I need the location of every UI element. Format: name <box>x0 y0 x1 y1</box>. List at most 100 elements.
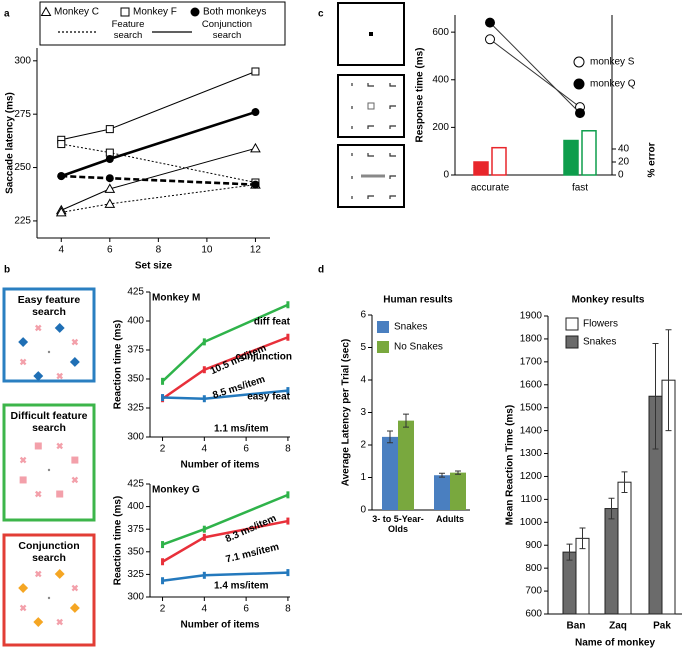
x-tick-label: Pak <box>653 621 671 632</box>
stimulus-label: Conjunction search <box>18 540 80 565</box>
chart-title: Monkey M <box>152 293 200 304</box>
point <box>251 108 260 117</box>
point <box>202 366 206 374</box>
stimulus-item <box>33 617 44 627</box>
panel-label: a <box>4 9 10 20</box>
bar <box>398 420 414 510</box>
stimulus-item <box>19 358 27 366</box>
stimulus-item <box>71 456 79 464</box>
point <box>161 558 165 566</box>
point <box>286 491 290 499</box>
bar <box>473 161 489 176</box>
stimulus-item <box>56 372 64 380</box>
x-tick-label: 8 <box>285 444 291 455</box>
y-axis-label: Reaction time (ms) <box>113 320 124 409</box>
point <box>161 377 165 385</box>
stimulus-box <box>337 144 405 208</box>
x-axis-label: Number of items <box>181 620 260 631</box>
stimulus-item <box>56 490 64 498</box>
stimulus-item <box>69 603 80 613</box>
y-tick-label: 700 <box>525 586 542 597</box>
y-tick-label: 300 <box>127 432 144 443</box>
fixation-point <box>47 596 51 600</box>
stimulus-corner <box>389 195 396 199</box>
y-tick-label: 225 <box>14 216 31 227</box>
y-tick-label: 400 <box>432 74 449 85</box>
bar <box>491 146 507 176</box>
y-tick-label: 0 <box>618 170 624 181</box>
x-tick-label: 2 <box>160 444 166 455</box>
point <box>286 333 290 341</box>
legend-marker <box>120 7 130 17</box>
y-tick-label: 1300 <box>520 448 543 459</box>
point <box>485 34 495 45</box>
stimulus-label: Difficult feature search <box>10 410 88 435</box>
stimulus-corner <box>389 175 396 179</box>
stimulus-item <box>18 583 29 593</box>
legend-label: Conjunction search <box>201 19 253 41</box>
x-tick-label: 2 <box>160 604 166 615</box>
series-line <box>61 147 256 211</box>
stimulus-corner <box>367 153 374 157</box>
error-bar <box>621 471 628 494</box>
y-tick-label: 400 <box>127 501 144 512</box>
y-tick-label: 1900 <box>520 311 543 322</box>
stimulus-item <box>34 442 42 450</box>
stimulus-item <box>367 102 375 110</box>
error-bar <box>403 413 409 428</box>
y-tick-label: 1800 <box>520 334 543 345</box>
y-tick-label: 0 <box>360 505 366 516</box>
x-tick-label: 4 <box>202 444 208 455</box>
stimulus-box <box>2 533 96 647</box>
y-tick-label: 325 <box>127 403 144 414</box>
legend-box <box>39 1 286 46</box>
y-tick-label: 1 <box>360 472 366 483</box>
y-tick-label: 20 <box>618 157 630 168</box>
error-bar <box>387 430 393 444</box>
stimulus-box <box>337 2 405 66</box>
stimulus-item <box>71 476 79 484</box>
legend-marker <box>573 56 585 68</box>
y-axis-label: Mean Reaction Time (ms) <box>505 405 516 525</box>
point <box>251 67 260 76</box>
legend-marker <box>40 6 52 16</box>
stimulus-item <box>54 569 65 579</box>
point <box>161 577 165 585</box>
series-line <box>489 38 581 108</box>
y-tick-label: 1400 <box>520 425 543 436</box>
y-tick-label: 3 <box>360 407 366 418</box>
x-tick-label: 6 <box>243 444 249 455</box>
point <box>250 142 261 153</box>
error-bar <box>439 472 445 478</box>
stimulus-box <box>2 403 96 522</box>
stimulus-item <box>71 584 79 592</box>
y-tick-label: 6 <box>360 310 366 321</box>
y-tick-label: 800 <box>525 563 542 574</box>
stimulus-corner <box>367 125 374 129</box>
point <box>105 174 114 183</box>
y-tick-label: 2 <box>360 440 366 451</box>
y-tick-label: 425 <box>127 287 144 298</box>
x-tick-label: accurate <box>471 183 510 194</box>
y-tick-label: 375 <box>127 345 144 356</box>
legend-label: Both monkeys <box>203 7 266 18</box>
x-tick-label: 12 <box>250 245 262 256</box>
slope-annotation: 7.1 ms/item <box>225 542 281 566</box>
y-tick-label: 5 <box>360 342 366 353</box>
y-tick-label: 400 <box>127 316 144 327</box>
point <box>161 394 165 402</box>
legend-marker <box>377 341 389 353</box>
x-axis-label: Number of items <box>181 460 260 471</box>
legend-marker <box>565 317 579 331</box>
error-bar <box>652 343 659 450</box>
stimulus-corner <box>367 83 374 87</box>
series-line <box>61 184 256 213</box>
legend-label: Feature search <box>111 19 145 41</box>
stimulus-item <box>19 604 27 612</box>
series-label: easy feat <box>247 392 290 403</box>
x-tick-label: 8 <box>285 604 291 615</box>
y-tick-label: 600 <box>432 27 449 38</box>
stimulus-item <box>56 442 64 450</box>
